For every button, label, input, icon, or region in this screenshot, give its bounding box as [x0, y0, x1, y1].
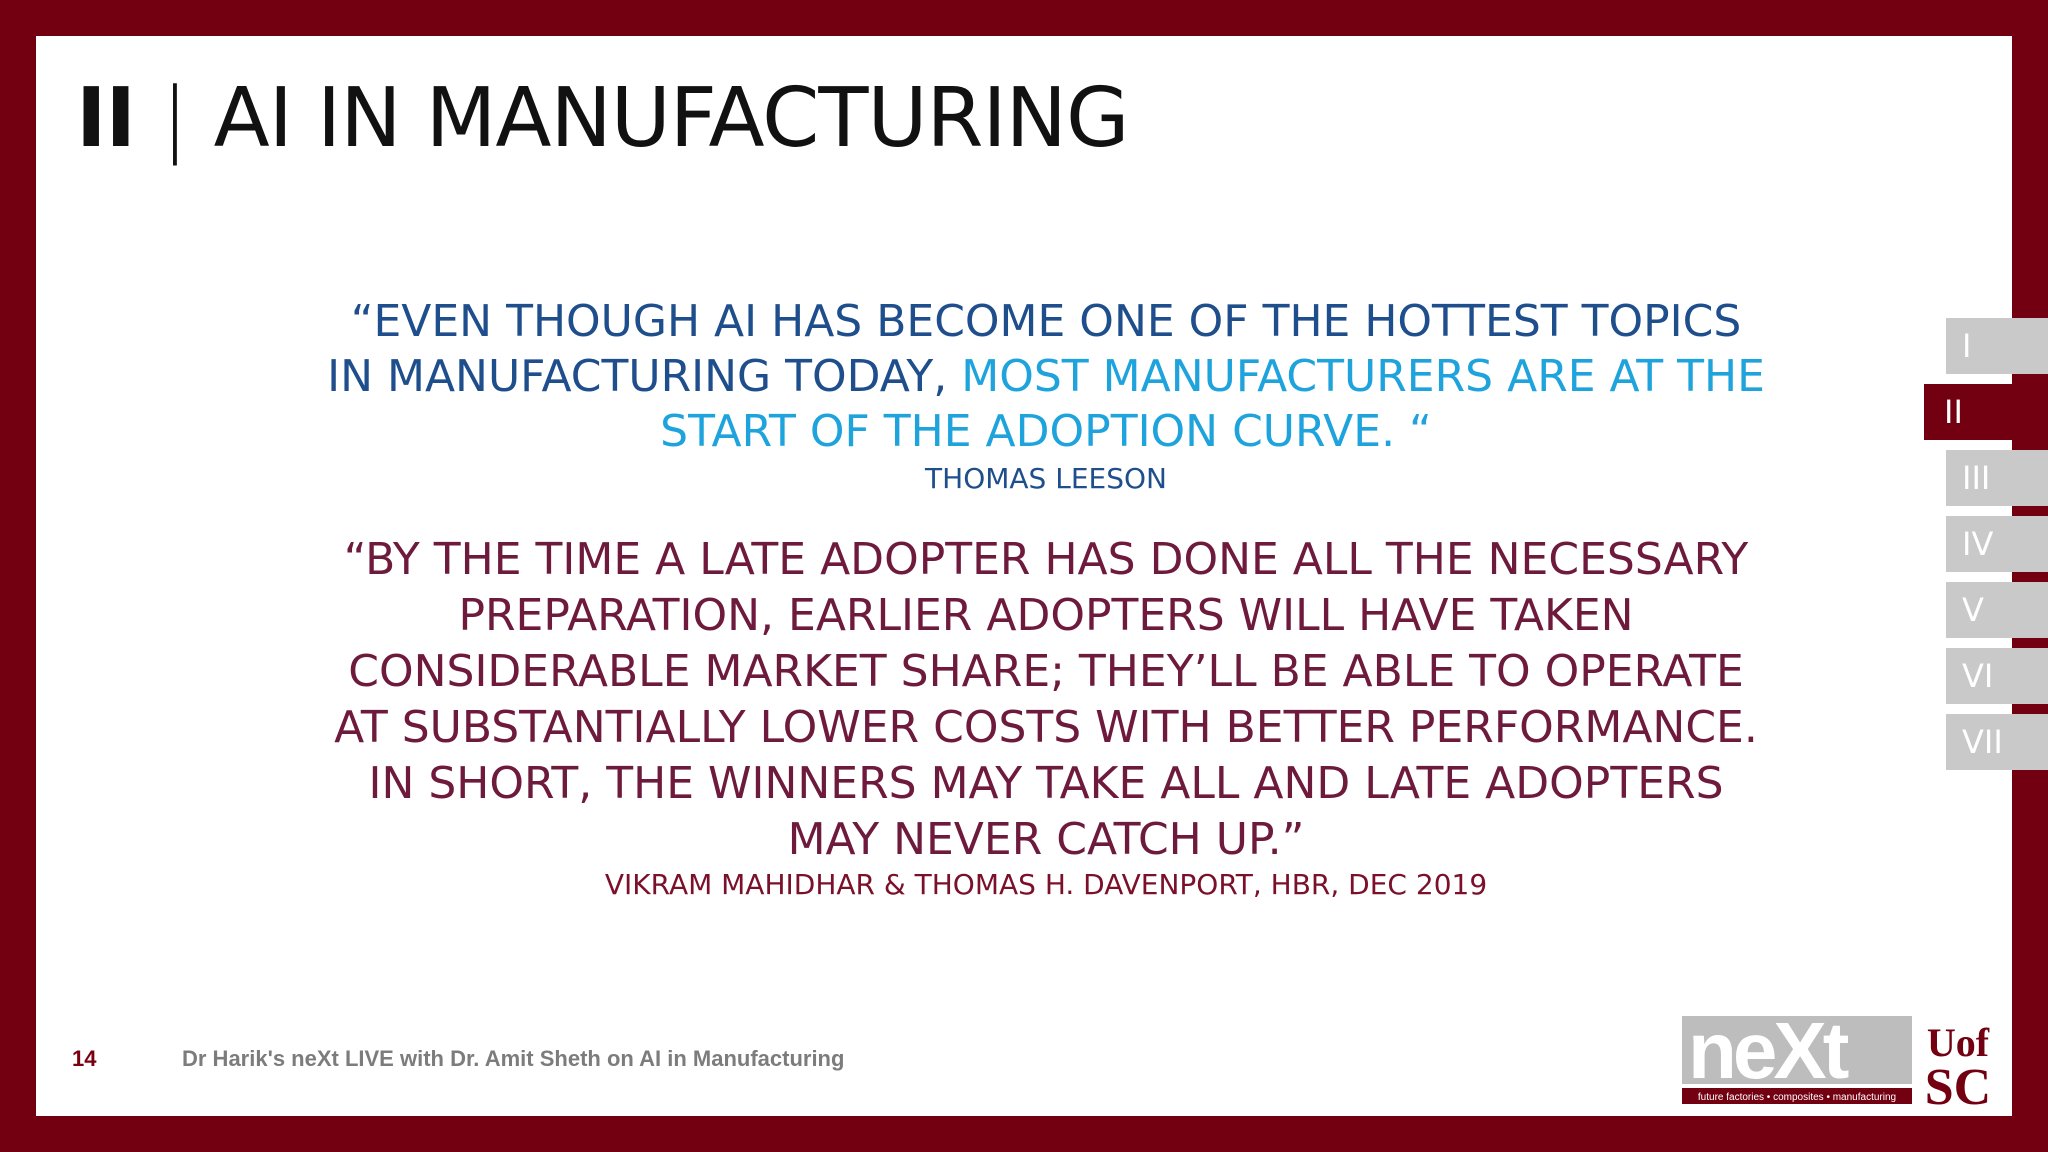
- logo-university-bottom: SC: [1925, 1059, 1991, 1112]
- quote-leeson-highlight: MOST MANUFACTURERS ARE AT THE START OF T…: [660, 351, 1765, 457]
- quote-leeson-text: “EVEN THOUGH AI HAS BECOME ONE OF THE HO…: [327, 296, 1742, 402]
- section-number: II: [76, 71, 136, 166]
- slide-title: II | AI IN MANUFACTURING: [76, 78, 1130, 160]
- nav-item-iv[interactable]: IV: [1946, 516, 2048, 572]
- page-number: 14: [72, 1046, 97, 1071]
- nav-item-iii[interactable]: III: [1946, 450, 2048, 506]
- quote-leeson-attribution: THOMAS LEESON: [925, 462, 1167, 495]
- nav-item-ii[interactable]: II: [1924, 384, 2048, 440]
- slide: II | AI IN MANUFACTURING “EVEN THOUGH AI H…: [36, 36, 2012, 1116]
- nav-item-vi[interactable]: VI: [1946, 648, 2048, 704]
- title-text: AI IN MANUFACTURING: [213, 71, 1130, 166]
- title-separator: |: [161, 71, 189, 166]
- logo-brand: neXt: [1688, 1016, 1849, 1095]
- next-uofsc-logo: neXt future factories • composites • man…: [1682, 1016, 1991, 1112]
- nav-item-vii[interactable]: VII: [1946, 714, 2048, 770]
- logo-university-top: Uof: [1927, 1020, 1990, 1065]
- footer-text: Dr Harik's neXt LIVE with Dr. Amit Sheth…: [182, 1046, 845, 1071]
- nav-item-v[interactable]: V: [1946, 582, 2048, 638]
- nav-item-i[interactable]: I: [1946, 318, 2048, 374]
- quote-leeson: “EVEN THOUGH AI HAS BECOME ONE OF THE HO…: [326, 294, 1766, 459]
- quote-mahidhar-davenport-attribution: VIKRAM MAHIDHAR & THOMAS H. DAVENPORT, H…: [604, 868, 1488, 901]
- logo-tagline: future factories • composites • manufact…: [1698, 1092, 1896, 1103]
- quote-mahidhar-davenport: “BY THE TIME A LATE ADOPTER HAS DONE ALL…: [334, 534, 1758, 865]
